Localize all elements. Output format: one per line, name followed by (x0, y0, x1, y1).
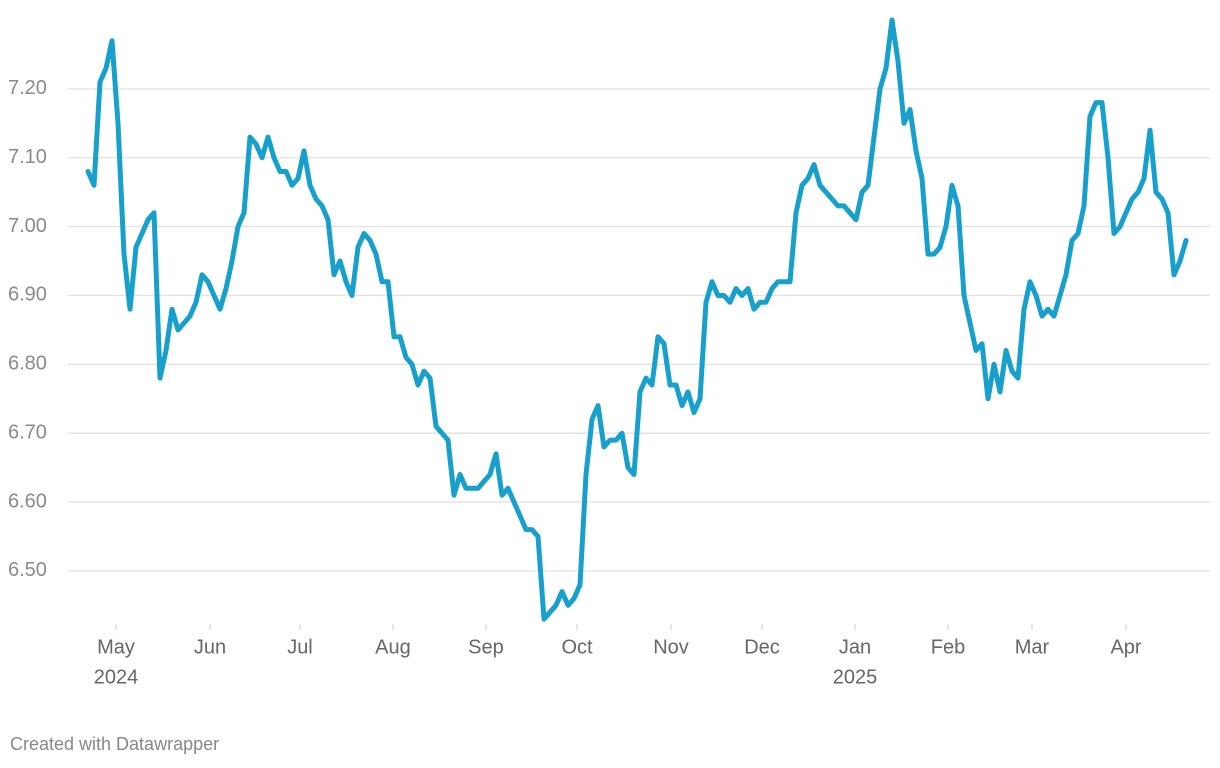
x-tick-year-label: 2025 (833, 666, 878, 688)
y-tick-label: 7.00 (8, 215, 47, 237)
x-tick-label: Jun (194, 636, 226, 658)
x-tick-year-label: 2024 (94, 666, 139, 688)
x-tick-label: Oct (561, 636, 593, 658)
x-tick-label: Apr (1110, 636, 1141, 658)
x-tick-label: Mar (1015, 636, 1050, 658)
x-tick-label: Nov (653, 636, 689, 658)
y-tick-label: 7.10 (8, 146, 47, 168)
x-tick-label: Jan (839, 636, 871, 658)
y-tick-label: 6.90 (8, 284, 47, 306)
x-tick-label: Aug (375, 636, 411, 658)
line (85, 17, 1189, 622)
y-tick-label: 7.20 (8, 77, 47, 99)
x-tick-label: Feb (931, 636, 965, 658)
y-tick-label: 6.50 (8, 559, 47, 581)
x-tick-label: Jul (287, 636, 313, 658)
x-tick-label: May (97, 636, 135, 658)
x-tick-label: Sep (468, 636, 504, 658)
y-tick-label: 6.80 (8, 353, 47, 375)
y-tick-label: 6.60 (8, 490, 47, 512)
y-tick-label: 6.70 (8, 421, 47, 443)
x-tick-label: Dec (744, 636, 780, 658)
credit: Created with Datawrapper (10, 734, 219, 754)
